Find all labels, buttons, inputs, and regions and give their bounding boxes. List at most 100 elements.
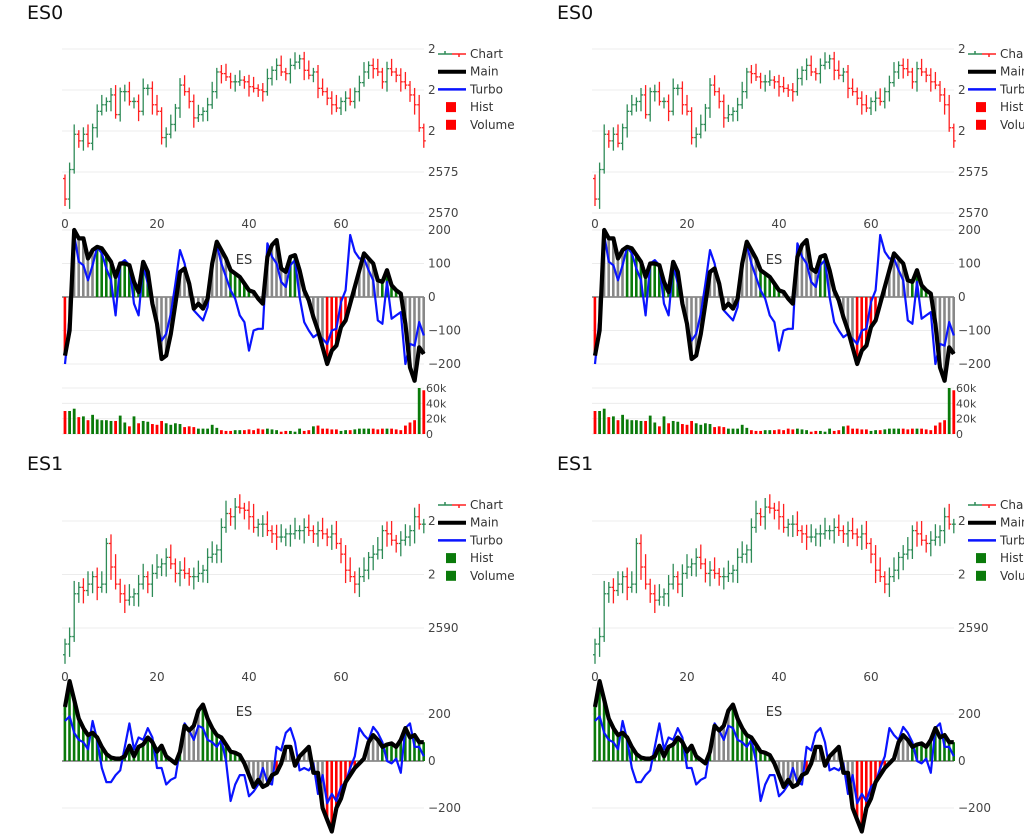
ohlc-bar bbox=[740, 541, 745, 563]
volume-bar bbox=[229, 430, 232, 434]
oscillator-tick-label: −200 bbox=[428, 357, 461, 371]
chart-column-right: ES0 ES1 2570 2575 2 2 2 0 20 40 60 200 100 0 −100 −20… bbox=[530, 0, 1024, 840]
volume-bar bbox=[846, 425, 850, 434]
legend-item-hist[interactable]: Hist bbox=[976, 100, 1024, 114]
ohlc-bar bbox=[726, 560, 731, 582]
oscillator-tick-label: −200 bbox=[958, 357, 991, 371]
legend-item-volume[interactable]: Volume bbox=[446, 118, 515, 132]
price-tick-label: 2 bbox=[958, 83, 966, 97]
legend-item-turbo[interactable]: Turbo bbox=[438, 533, 503, 547]
hist-bar bbox=[690, 745, 693, 761]
legend-item-hist[interactable]: Hist bbox=[446, 551, 494, 565]
ohlc-bar bbox=[800, 66, 804, 86]
volume-bar bbox=[878, 430, 882, 434]
hist-bar bbox=[630, 746, 633, 761]
volume-bar bbox=[717, 426, 721, 434]
hist-bar bbox=[422, 742, 425, 761]
volume-bar bbox=[404, 425, 407, 434]
ohlc-bar bbox=[878, 88, 883, 106]
ohlc-bar bbox=[421, 123, 426, 148]
ohlc-bar bbox=[873, 91, 878, 112]
ohlc-bar bbox=[951, 518, 956, 534]
hist-bar bbox=[851, 297, 854, 348]
ohlc-bar bbox=[132, 588, 136, 607]
hist-bar bbox=[800, 761, 804, 776]
volume-bar bbox=[220, 430, 223, 434]
legend-label: Volume bbox=[1000, 569, 1024, 583]
x-tick-label: 20 bbox=[679, 217, 694, 231]
legend-item-main[interactable]: Main bbox=[438, 516, 499, 530]
hist-bar bbox=[422, 297, 425, 354]
volume-bar bbox=[192, 427, 196, 434]
ohlc-bar bbox=[325, 87, 330, 106]
main-line bbox=[62, 678, 424, 834]
ohlc-bar bbox=[380, 525, 385, 559]
hist-bar bbox=[625, 737, 629, 761]
price-tick-label: 2575 bbox=[958, 165, 989, 179]
price-tick-label: 2590 bbox=[958, 621, 989, 635]
legend-item-volume[interactable]: Volume bbox=[446, 569, 515, 583]
volume-bar bbox=[335, 429, 338, 434]
ohlc-bar bbox=[118, 87, 123, 122]
legend-item-hist[interactable]: Hist bbox=[976, 551, 1024, 565]
legend-item-main[interactable]: Main bbox=[438, 65, 499, 79]
hist-bar bbox=[95, 246, 99, 297]
ohlc-bar bbox=[408, 525, 412, 547]
oscillator-tick-label: 0 bbox=[958, 754, 966, 768]
hist-bar bbox=[869, 761, 873, 799]
ohlc-bar bbox=[781, 503, 786, 533]
ohlc-legend-icon bbox=[438, 51, 466, 57]
legend-item-hist[interactable]: Hist bbox=[446, 100, 494, 114]
legend-label: Turbo bbox=[999, 82, 1024, 96]
volume-bar bbox=[68, 411, 71, 434]
legend-item-turbo[interactable]: Turbo bbox=[968, 533, 1024, 547]
volume-bar bbox=[279, 431, 283, 434]
volume-bar bbox=[598, 411, 601, 434]
ohlc-bar bbox=[417, 503, 422, 530]
ohlc-bar bbox=[371, 58, 376, 79]
ohlc-bar bbox=[910, 525, 915, 559]
ohlc-bar bbox=[859, 91, 864, 115]
legend-item-main[interactable]: Main bbox=[968, 516, 1024, 530]
hist-bar bbox=[63, 706, 67, 761]
hist-bar bbox=[123, 263, 126, 297]
legend-item-volume[interactable]: Volume bbox=[976, 569, 1024, 583]
hist-bar bbox=[233, 752, 237, 761]
hist-bar bbox=[105, 255, 108, 297]
legend-item-main[interactable]: Main bbox=[968, 65, 1024, 79]
ohlc-bar bbox=[666, 575, 671, 607]
ohlc-bar bbox=[712, 75, 717, 96]
legend-item-turbo[interactable]: Turbo bbox=[968, 82, 1024, 96]
legend-item-chart[interactable]: Chart bbox=[438, 47, 503, 61]
legend-item-turbo[interactable]: Turbo bbox=[438, 82, 503, 96]
legend-label: Volume bbox=[470, 118, 515, 132]
hist-bar bbox=[220, 737, 223, 761]
ohlc-bar bbox=[196, 560, 201, 582]
oscillator-tick-label: 200 bbox=[428, 707, 451, 721]
legend-item-chart[interactable]: Chart bbox=[968, 498, 1024, 512]
hist-bar bbox=[220, 250, 223, 297]
hist-bar bbox=[141, 744, 145, 761]
ohlc-bar bbox=[873, 545, 878, 584]
ohlc-bar bbox=[247, 501, 251, 530]
hist-bar bbox=[906, 739, 909, 761]
hist-bar bbox=[713, 725, 716, 761]
hist-bar bbox=[252, 761, 255, 787]
legend: Chart Main Turbo Hist Volume bbox=[968, 498, 1024, 583]
ohlc-bar bbox=[708, 561, 712, 587]
legend-item-chart[interactable]: Chart bbox=[438, 498, 503, 512]
hist-bar bbox=[924, 746, 928, 761]
volume-bar bbox=[865, 429, 868, 434]
ohlc-bar bbox=[836, 60, 841, 80]
turbo-line bbox=[594, 715, 955, 805]
x-tick-label: 20 bbox=[149, 670, 164, 684]
ohlc-bar bbox=[744, 544, 749, 564]
ohlc-bar bbox=[887, 567, 892, 597]
hist-bar bbox=[763, 273, 767, 297]
ohlc-bar bbox=[145, 571, 150, 594]
legend-item-chart[interactable]: Chart bbox=[968, 47, 1024, 61]
volume-bar bbox=[782, 430, 785, 434]
ohlc-bar bbox=[118, 578, 123, 603]
ohlc-bar bbox=[63, 174, 67, 207]
legend-item-volume[interactable]: Volume bbox=[976, 118, 1024, 132]
